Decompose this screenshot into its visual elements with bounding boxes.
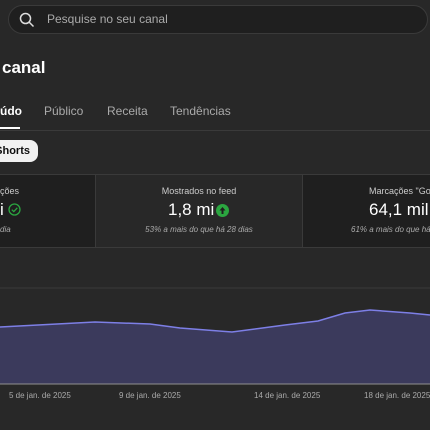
metric-note: 61% a mais do que há 28 dias xyxy=(351,225,430,234)
metric-value: i xyxy=(0,200,4,219)
line xyxy=(0,309,430,333)
search-box[interactable] xyxy=(8,5,428,34)
search-icon xyxy=(19,12,35,28)
tab-indicator xyxy=(0,127,20,129)
metric-value: 1,8 mi xyxy=(168,200,215,219)
x-label: 9 de jan. de 2025 xyxy=(119,391,181,400)
metric-value: 64,1 mil xyxy=(369,200,429,219)
tab[interactable]: údo xyxy=(0,104,22,118)
metric-card[interactable] xyxy=(0,174,96,248)
metric-note: 53% a mais do que há 28 dias xyxy=(145,225,253,234)
metric-card[interactable] xyxy=(302,174,430,248)
page-title: canal xyxy=(2,58,46,77)
x-label: 14 de jan. de 2025 xyxy=(254,391,321,400)
metric-label: Mostrados no feed xyxy=(161,186,237,196)
metric-note: dia xyxy=(0,225,11,234)
metric-label: Marcações "Gos xyxy=(369,186,430,196)
chart xyxy=(0,287,430,385)
tab[interactable]: Receita xyxy=(107,104,148,118)
x-label: 5 de jan. de 2025 xyxy=(9,391,71,400)
tab[interactable]: Público xyxy=(44,104,84,118)
check-icon xyxy=(8,203,21,216)
metric-card[interactable] xyxy=(95,174,303,248)
up-arrow-icon xyxy=(216,204,229,217)
x-label: 18 de jan. de 2025 xyxy=(364,391,430,400)
metric-label: ções xyxy=(0,186,20,196)
divider xyxy=(0,130,430,131)
filter-chip[interactable]: Shorts xyxy=(0,140,38,162)
search-placeholder: Pesquise no seu canal xyxy=(47,12,168,26)
tab[interactable]: Tendências xyxy=(170,104,231,118)
area xyxy=(0,310,430,384)
